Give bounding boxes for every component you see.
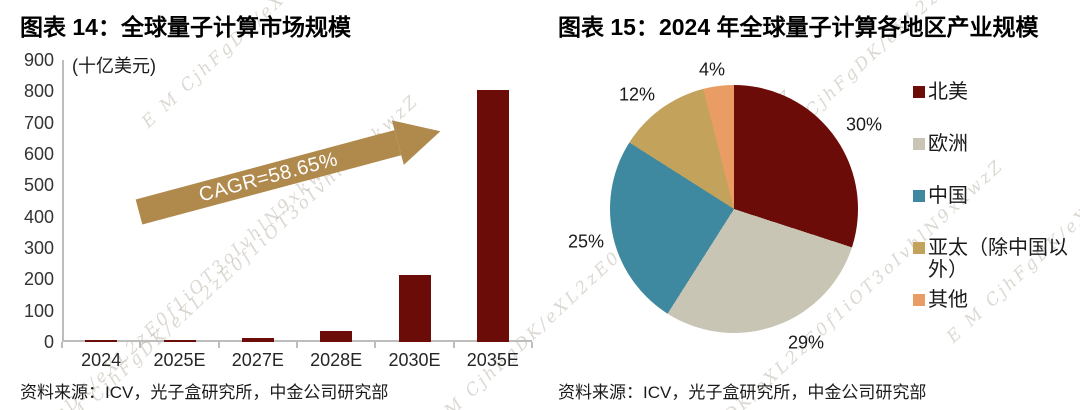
bar-2025E bbox=[163, 339, 196, 342]
legend-label: 其他 bbox=[928, 289, 968, 311]
y-axis-tick-label: 400 bbox=[23, 206, 54, 227]
x-axis-tick-mark bbox=[452, 342, 455, 348]
x-axis-tick-mark bbox=[374, 342, 377, 348]
legend-item: 中国 bbox=[913, 185, 1080, 207]
legend-label: 中国 bbox=[928, 185, 968, 207]
bar-2028E bbox=[320, 331, 353, 342]
source-note-left: 资料来源：ICV，光子盒研究所，中金公司研究部 bbox=[20, 383, 389, 402]
legend-label: 欧洲 bbox=[928, 133, 968, 155]
legend-swatch bbox=[913, 138, 925, 150]
y-axis-unit-label: (十亿美元) bbox=[72, 56, 156, 76]
bar-plot-area bbox=[62, 60, 532, 342]
y-axis-tick-label: 200 bbox=[23, 269, 54, 290]
bar-2035E bbox=[476, 89, 509, 342]
pie-percent-label-25: 25% bbox=[567, 231, 605, 252]
legend-item: 欧洲 bbox=[913, 133, 1080, 155]
x-axis-tick-label: 2025E bbox=[153, 350, 206, 370]
legend-swatch bbox=[913, 86, 925, 98]
y-axis-tick-label: 100 bbox=[23, 300, 54, 321]
y-axis-tick-label: 800 bbox=[23, 81, 54, 102]
x-axis-tick-label: 2030E bbox=[388, 350, 441, 370]
x-axis-tick-mark bbox=[296, 342, 298, 348]
y-axis-tick-label: 700 bbox=[23, 112, 54, 133]
bar-2027E bbox=[241, 338, 274, 342]
bar-2030E bbox=[398, 274, 431, 342]
x-axis-tick-label: 2024 bbox=[81, 350, 122, 370]
x-axis-tick-label: 2027E bbox=[231, 350, 284, 370]
y-axis-tick-label: 600 bbox=[23, 144, 54, 164]
pie-percent-label-4: 4% bbox=[698, 59, 726, 80]
chart14-title: 图表 14：全球量子计算市场规模 bbox=[20, 14, 351, 40]
x-axis-tick-label: 2028E bbox=[310, 350, 363, 370]
legend-swatch bbox=[913, 294, 925, 306]
legend-label: 北美 bbox=[928, 81, 968, 103]
pie-percent-label-30: 30% bbox=[845, 114, 883, 135]
y-axis-tick-label: 900 bbox=[23, 50, 54, 70]
legend-item: 北美 bbox=[913, 81, 1080, 103]
y-axis-tick-label: 0 bbox=[43, 332, 54, 352]
y-axis-tick-label: 300 bbox=[23, 238, 54, 258]
legend-item: 亚太（除中国以外） bbox=[913, 237, 1080, 281]
x-axis-tick-mark bbox=[61, 342, 63, 348]
x-axis-tick-mark bbox=[217, 342, 220, 348]
chart15-title: 图表 15：2024 年全球量子计算各地区产业规模 bbox=[558, 14, 1039, 40]
x-axis-tick-mark bbox=[531, 342, 533, 348]
legend-swatch bbox=[913, 190, 925, 202]
pie-percent-label-12: 12% bbox=[618, 84, 656, 105]
y-axis-tick-label: 500 bbox=[23, 175, 54, 196]
legend-label: 亚太（除中国以外） bbox=[928, 237, 1068, 281]
pie-percent-label-29: 29% bbox=[787, 332, 825, 353]
source-note-right: 资料来源：ICV，光子盒研究所，中金公司研究部 bbox=[558, 383, 927, 402]
legend-item: 其他 bbox=[913, 289, 1080, 311]
x-axis-tick-mark bbox=[139, 342, 142, 348]
pie-chart bbox=[610, 85, 858, 333]
bar-2024 bbox=[85, 340, 118, 342]
legend-swatch bbox=[913, 242, 925, 254]
x-axis-tick-label: 2035E bbox=[466, 350, 519, 370]
